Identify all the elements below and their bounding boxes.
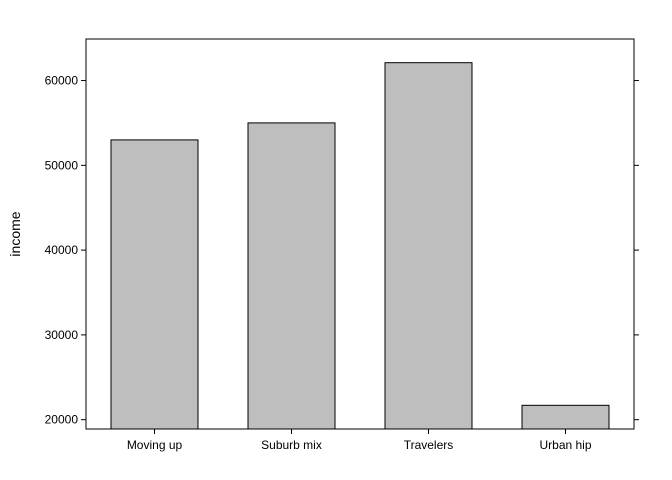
y-tick-label: 50000 (45, 158, 79, 172)
plot-frame (85, 38, 635, 430)
x-tick-label: Suburb mix (261, 438, 322, 452)
bar-urban-hip (521, 404, 610, 430)
y-axis-label: income (7, 211, 23, 256)
x-tick-label: Travelers (404, 438, 454, 452)
x-tick-label: Urban hip (539, 438, 591, 452)
y-axis-left: 20000 30000 40000 50000 60000 (45, 74, 86, 427)
y-tick-label: 60000 (45, 74, 79, 88)
y-tick-label: 30000 (45, 328, 79, 342)
bar-travelers (384, 62, 473, 430)
bar-moving-up (110, 139, 199, 430)
y-axis-right (634, 80, 639, 421)
y-tick-label: 40000 (45, 243, 79, 257)
x-tick-label: Moving up (127, 438, 183, 452)
y-tick-label: 20000 (45, 413, 79, 427)
bar-suburb-mix (247, 122, 336, 430)
x-axis: Moving up Suburb mix Travelers Urban hip (127, 429, 592, 452)
bars-group (110, 62, 610, 430)
